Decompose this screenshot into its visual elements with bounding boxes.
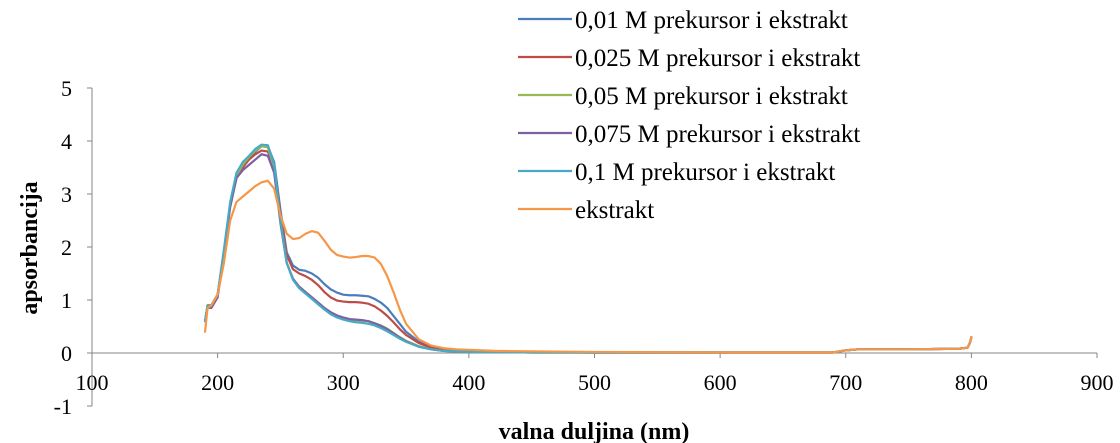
y-tick-label: 1	[61, 288, 72, 313]
x-tick-label: 500	[578, 370, 611, 395]
x-tick-label: 200	[201, 370, 234, 395]
legend-label: 0,025 M prekursor i ekstrakt	[575, 45, 860, 72]
legend-item: ekstrakt	[518, 197, 654, 224]
legend-item: 0,01 M prekursor i ekstrakt	[518, 7, 848, 34]
x-tick-label: 100	[76, 370, 109, 395]
y-tick-label: 3	[61, 182, 72, 207]
series-line-6	[203, 179, 973, 354]
legend-label: 0,05 M prekursor i ekstrakt	[575, 83, 848, 110]
y-tick-labels: -1 0 1 2 3 4 5	[54, 76, 72, 419]
legend-item: 0,075 M prekursor i ekstrakt	[518, 121, 860, 148]
x-tick-label: 600	[704, 370, 737, 395]
x-tick-label: 300	[327, 370, 360, 395]
legend-label: 0,075 M prekursor i ekstrakt	[575, 121, 860, 148]
x-tick-label: 700	[829, 370, 862, 395]
y-tick-label: 2	[61, 235, 72, 260]
legend-label: 0,1 M prekursor i ekstrakt	[575, 159, 835, 186]
tick-marks	[87, 87, 1098, 407]
legend-item: 0,1 M prekursor i ekstrakt	[518, 159, 835, 186]
legend-item: 0,025 M prekursor i ekstrakt	[518, 45, 860, 72]
y-tick-label: 4	[61, 129, 72, 154]
x-tick-label: 900	[1081, 370, 1114, 395]
x-axis-title: valna duljina (nm)	[499, 419, 690, 443]
y-tick-label: 5	[61, 76, 72, 101]
legend-item: 0,05 M prekursor i ekstrakt	[518, 83, 848, 110]
legend-label: 0,01 M prekursor i ekstrakt	[575, 7, 848, 34]
x-tick-label: 800	[955, 370, 988, 395]
x-tick-labels: 100 200 300 400 500 600 700 800 900	[76, 370, 1114, 395]
y-tick-label: -1	[54, 394, 72, 419]
legend: 0,01 M prekursor i ekstrakt 0,025 M preku…	[518, 7, 860, 224]
y-tick-label: 0	[61, 341, 72, 366]
legend-label: ekstrakt	[575, 197, 654, 224]
x-tick-label: 400	[452, 370, 485, 395]
y-axis-title: apsorbancija	[17, 181, 43, 314]
series-lines	[203, 143, 973, 354]
